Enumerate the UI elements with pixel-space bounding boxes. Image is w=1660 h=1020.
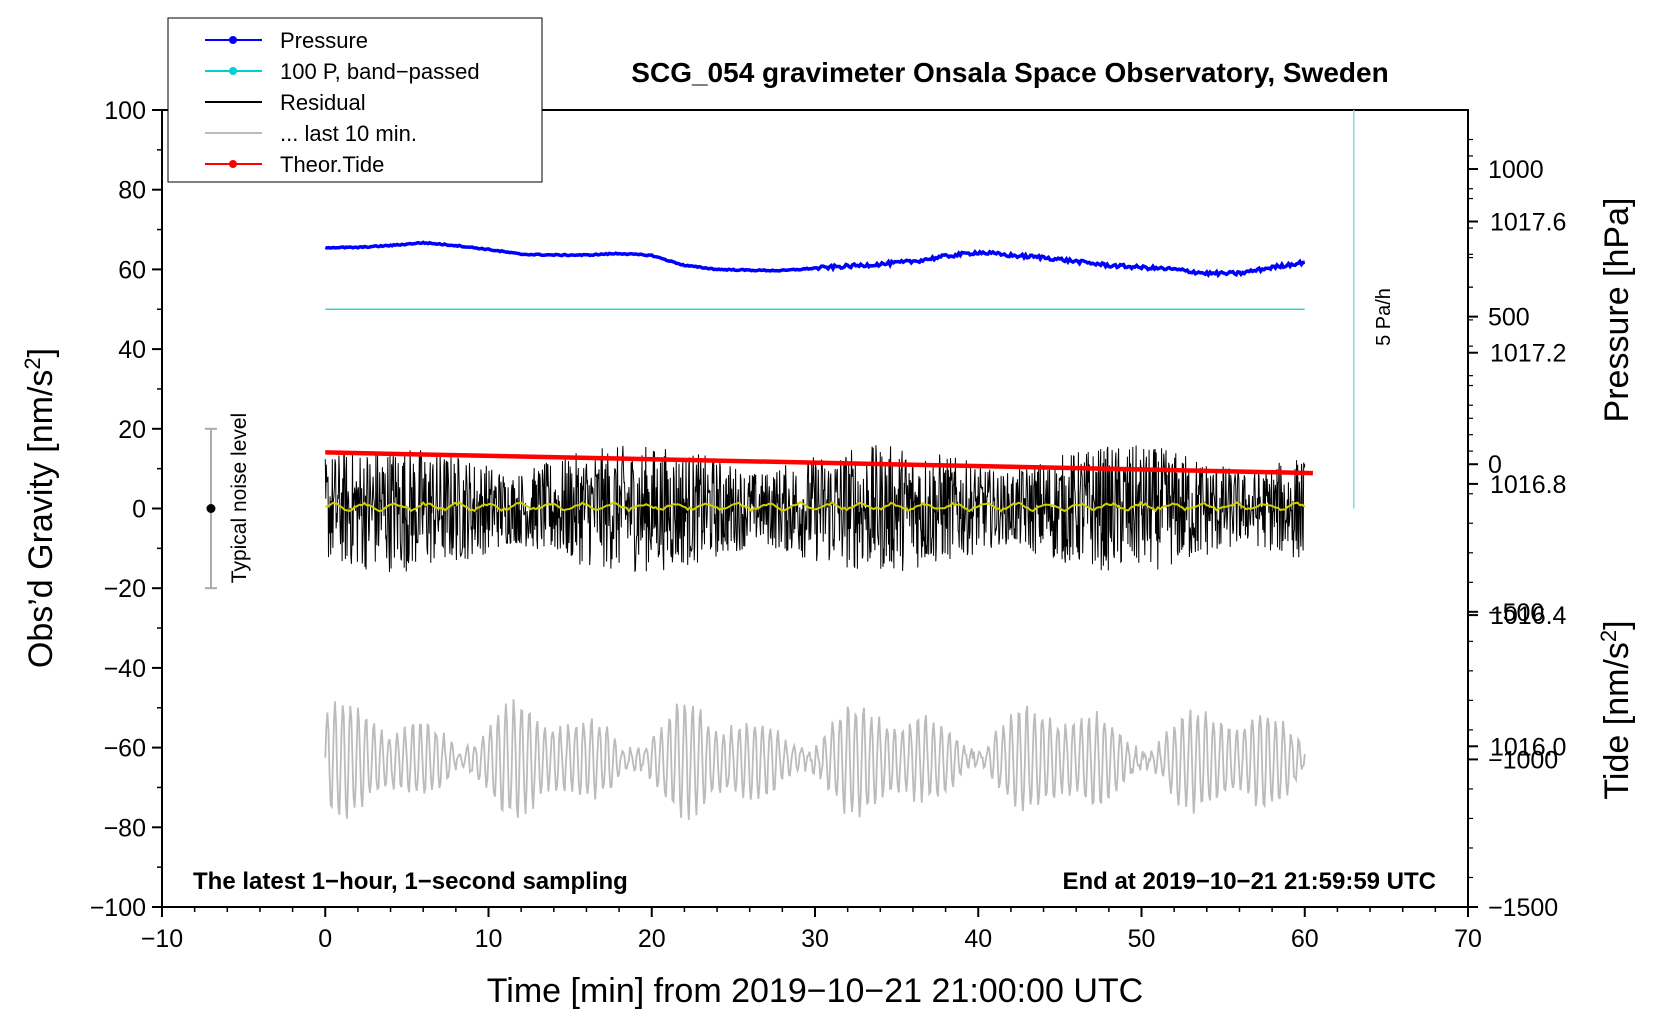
x-axis-title: Time [min] from 2019−10−21 21:00:00 UTC bbox=[487, 972, 1143, 1010]
legend-label: Theor.Tide bbox=[280, 152, 384, 177]
annotation-layer bbox=[204, 110, 1355, 590]
gravity-tick-label: 100 bbox=[104, 97, 146, 125]
time-tick-label: 40 bbox=[964, 925, 992, 953]
legend-box bbox=[167, 17, 543, 183]
legend-label: Pressure bbox=[280, 28, 368, 53]
gravity-tick-label: −80 bbox=[104, 814, 146, 842]
series-last10-line bbox=[324, 699, 1306, 820]
time-tick-label: 0 bbox=[318, 925, 332, 953]
gravity-tick-label: 60 bbox=[118, 256, 146, 284]
time-tick-label: 30 bbox=[801, 925, 829, 953]
noise-label: Typical noise level bbox=[228, 413, 251, 583]
gravity-tick-label: 20 bbox=[118, 416, 146, 444]
rate-label: 5 Pa/h bbox=[1373, 288, 1395, 346]
tide-tick-label: 500 bbox=[1488, 304, 1530, 332]
gravity-tick-label: −60 bbox=[104, 735, 146, 763]
time-tick-label: 50 bbox=[1128, 925, 1156, 953]
chart-title: SCG_054 gravimeter Onsala Space Observat… bbox=[631, 57, 1388, 88]
series-residual-smoothed-line bbox=[325, 500, 1306, 513]
tide-tick-label: 1000 bbox=[1488, 156, 1544, 184]
legend-entries: Pressure 100 P, band−passed Residual ... la… bbox=[205, 28, 480, 177]
y-axis-title-pressure: Pressure [hPa] bbox=[1598, 198, 1636, 423]
y-axis-title-tide: Tide [nm/s2] bbox=[1596, 620, 1636, 799]
gravity-tick-label: 40 bbox=[118, 336, 146, 364]
bottom-right-note: End at 2019−10−21 21:59:59 UTC bbox=[1062, 868, 1436, 895]
y-axis-title-left-text: Obs’d Gravity [nm/s bbox=[22, 370, 60, 669]
y-axis-title-left-close: ] bbox=[22, 348, 60, 357]
series-layer bbox=[324, 240, 1313, 820]
legend-swatch-marker bbox=[229, 36, 237, 44]
pressure-tick-label: 1016.0 bbox=[1490, 733, 1566, 761]
y-axis-title-tide-text: Tide [nm/s bbox=[1598, 642, 1636, 799]
pressure-tick-label: 1017.6 bbox=[1490, 209, 1566, 237]
series-tide-line bbox=[325, 450, 1313, 476]
pressure-tick-label: 1017.2 bbox=[1490, 340, 1566, 368]
y-axis-title-left: Obs’d Gravity [nm/s2] bbox=[20, 348, 60, 668]
gravity-tick-label: −20 bbox=[104, 575, 146, 603]
noise-bar-center-dot bbox=[206, 504, 216, 513]
legend-label: ... last 10 min. bbox=[280, 121, 417, 146]
legend-label: Residual bbox=[280, 90, 366, 115]
series-pressure-line bbox=[324, 240, 1306, 279]
time-axis: −10 0 10 20 30 40 50 60 70 bbox=[141, 907, 1482, 953]
tide-tick-label: −500 bbox=[1488, 599, 1544, 627]
time-tick-label: 20 bbox=[638, 925, 666, 953]
time-tick-label: 60 bbox=[1291, 925, 1319, 953]
tide-tick-label: 0 bbox=[1488, 451, 1502, 479]
time-tick-label: 10 bbox=[475, 925, 503, 953]
legend-swatch-marker bbox=[229, 160, 237, 168]
y-axis-title-tide-sup: 2 bbox=[1596, 630, 1621, 642]
gravity-tick-label: −40 bbox=[104, 655, 146, 683]
tide-axis: −1500 −1000 −500 0 500 1000 bbox=[1468, 138, 1558, 922]
time-tick-label: −10 bbox=[141, 925, 183, 953]
y-axis-title-left-sup: 2 bbox=[20, 357, 45, 369]
pressure-tick-label: 1016.4 bbox=[1490, 602, 1567, 630]
y-axis-title-tide-close: ] bbox=[1598, 620, 1636, 629]
pressure-tick-label: 1016.8 bbox=[1490, 471, 1566, 499]
tide-tick-label: −1500 bbox=[1488, 894, 1558, 922]
gravity-tick-label: 0 bbox=[132, 496, 146, 524]
pressure-axis: 1016.0 1016.4 1016.8 1017.2 1017.6 bbox=[1468, 155, 1567, 761]
time-tick-label: 70 bbox=[1454, 925, 1482, 953]
series-residual-line bbox=[324, 445, 1306, 573]
gravity-axis: −100 −80 −60 −40 −20 0 20 40 60 80 100 bbox=[90, 97, 162, 922]
gravity-tick-label: −100 bbox=[90, 894, 146, 922]
bottom-left-note: The latest 1−hour, 1−second sampling bbox=[193, 868, 628, 895]
gravity-tick-label: 80 bbox=[118, 177, 146, 205]
tide-tick-label: −1000 bbox=[1488, 746, 1558, 774]
legend: Pressure 100 P, band−passed Residual ... la… bbox=[167, 17, 543, 183]
legend-swatch-marker bbox=[229, 67, 237, 75]
legend-label: 100 P, band−passed bbox=[280, 59, 480, 84]
